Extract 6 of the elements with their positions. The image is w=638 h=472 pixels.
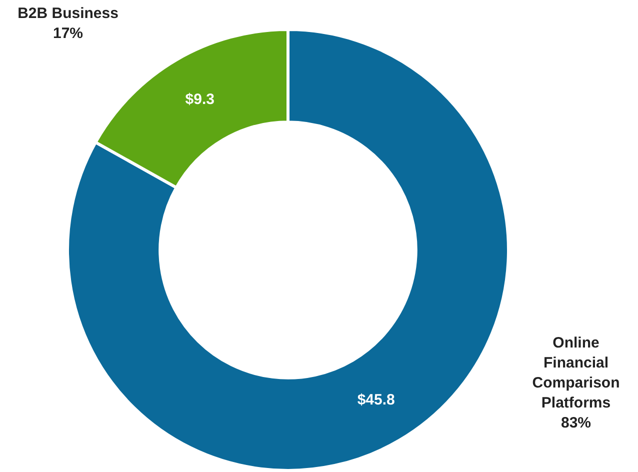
text: 83% bbox=[560, 414, 592, 432]
text: 17% bbox=[52, 25, 84, 42]
data-label: $9.3 bbox=[185, 90, 215, 108]
slice-label: B2B Business bbox=[18, 5, 118, 22]
slice-label: Online Financial Comparison Platforms bbox=[532, 334, 620, 412]
data-label: $45.8 bbox=[357, 391, 395, 408]
